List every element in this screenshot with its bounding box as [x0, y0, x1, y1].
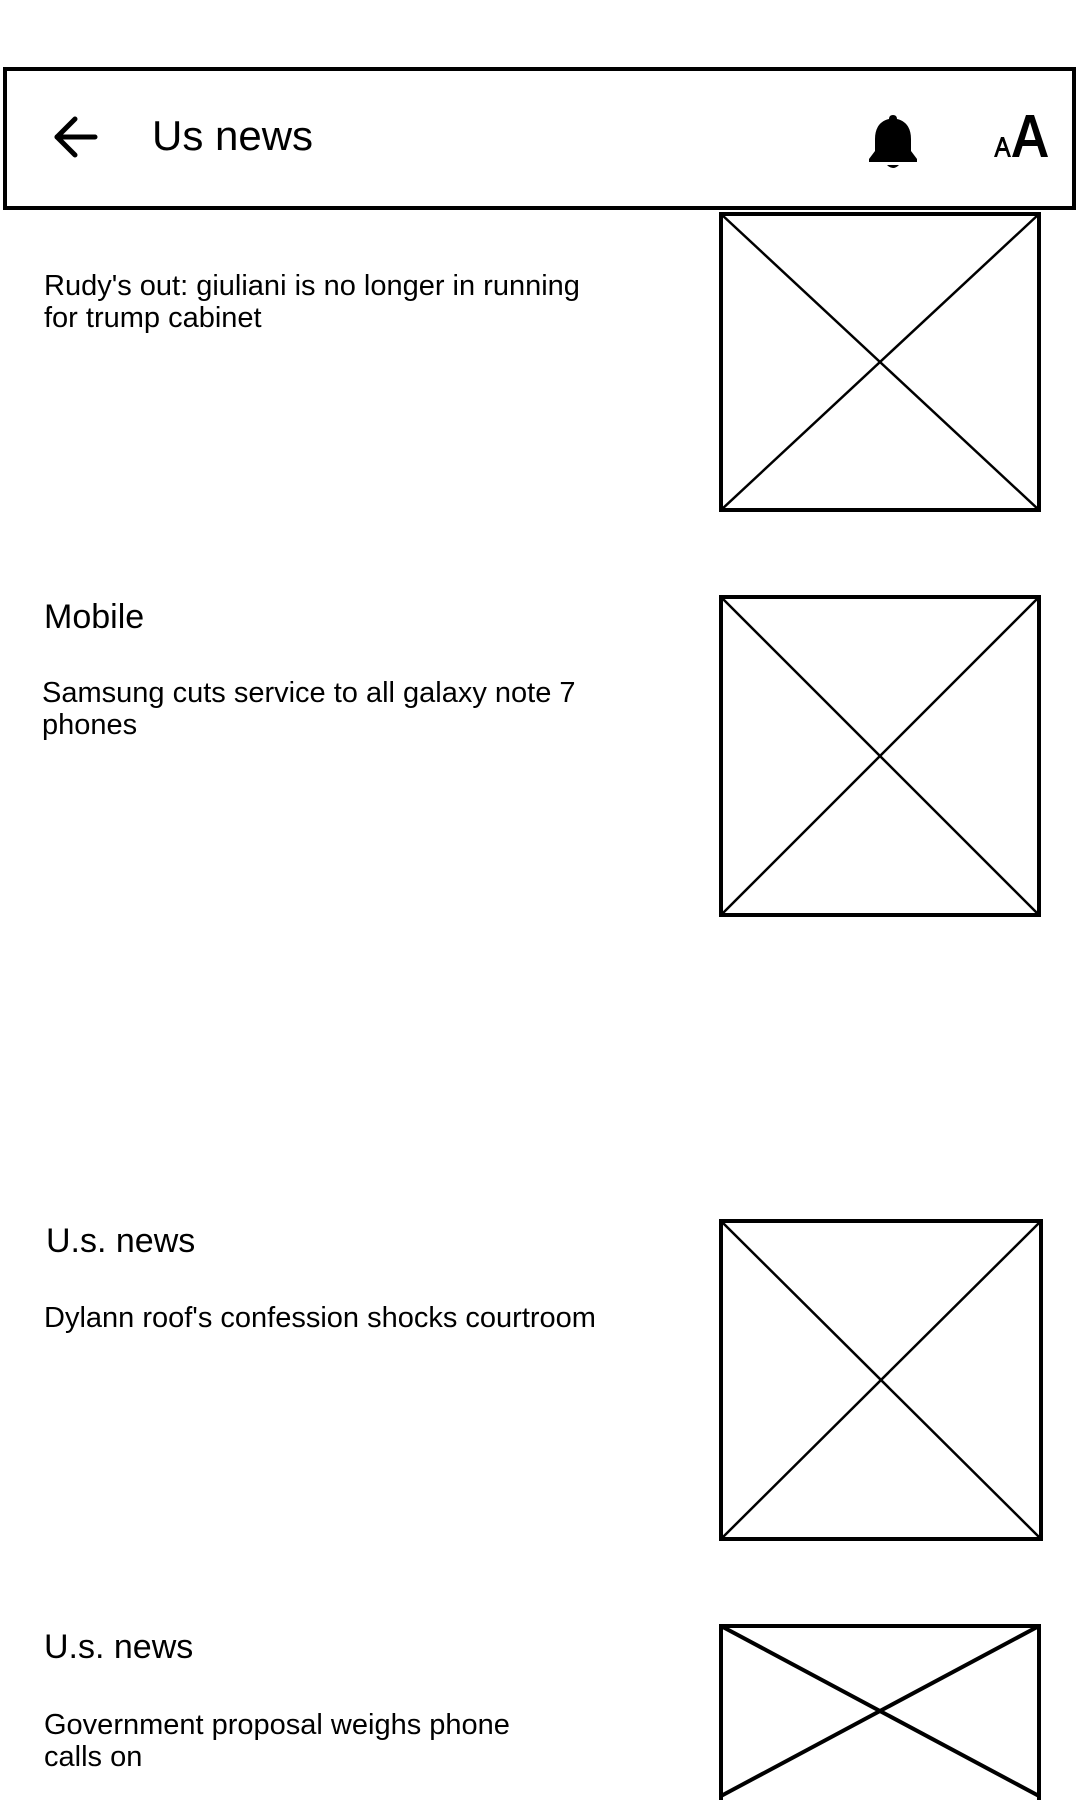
news-headline[interactable]: Samsung cuts service to all galaxy note … — [42, 677, 576, 741]
image-placeholder-icon[interactable] — [719, 1624, 1041, 1800]
news-headline[interactable]: Dylann roof's confession shocks courtroo… — [44, 1302, 596, 1334]
image-placeholder-icon[interactable] — [719, 595, 1041, 917]
news-category: U.s. news — [44, 1628, 194, 1666]
text-size-icon[interactable] — [990, 107, 1056, 167]
top-app-bar: Us news — [3, 67, 1076, 210]
bell-icon[interactable] — [865, 111, 921, 171]
image-placeholder-icon[interactable] — [719, 212, 1041, 512]
news-headline[interactable]: Government proposal weighs phone calls o… — [44, 1709, 510, 1773]
news-category: U.s. news — [46, 1222, 196, 1260]
news-headline[interactable]: Rudy's out: giuliani is no longer in run… — [44, 270, 580, 334]
news-category: Mobile — [44, 598, 145, 636]
page-title: Us news — [152, 112, 314, 159]
arrow-left-icon[interactable] — [47, 109, 103, 165]
image-placeholder-icon[interactable] — [719, 1219, 1043, 1541]
